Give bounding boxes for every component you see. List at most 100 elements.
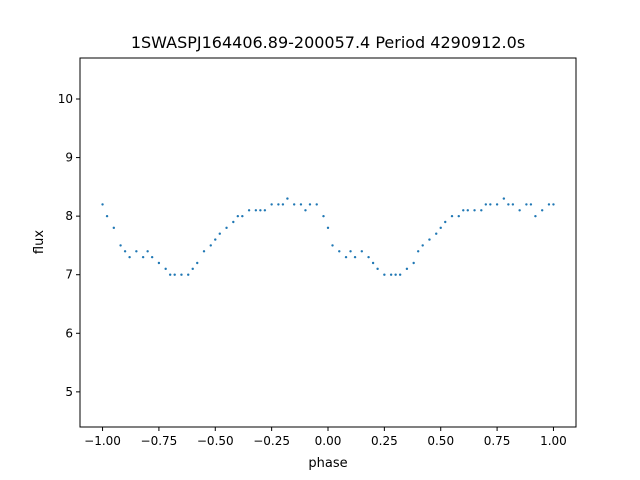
data-point <box>416 250 420 253</box>
data-point <box>259 209 262 212</box>
x-tick-label: −1.00 <box>84 434 121 448</box>
data-point <box>105 214 109 218</box>
data-point <box>263 209 267 212</box>
y-tick-label: 5 <box>65 385 73 399</box>
data-point <box>428 238 431 241</box>
x-axis-label: phase <box>308 456 347 471</box>
data-point <box>292 203 296 206</box>
data-point <box>338 250 341 253</box>
x-tick-label: 0.00 <box>315 434 342 448</box>
data-point <box>304 209 307 212</box>
data-point <box>315 203 318 206</box>
data-point <box>484 203 488 206</box>
data-point <box>462 209 465 212</box>
data-point <box>376 267 379 271</box>
y-tick-label: 9 <box>65 151 73 165</box>
data-point <box>389 273 393 276</box>
y-tick-label: 6 <box>65 326 73 340</box>
data-point <box>236 214 240 218</box>
data-point <box>128 255 131 259</box>
data-point <box>187 273 190 276</box>
data-point <box>180 273 183 276</box>
data-point <box>394 273 397 276</box>
data-point <box>547 203 551 206</box>
data-point <box>101 203 104 206</box>
data-point <box>466 209 469 212</box>
data-point <box>383 273 386 276</box>
data-point <box>444 220 447 224</box>
x-tick-label: 0.75 <box>484 434 511 448</box>
data-point <box>168 273 172 276</box>
data-point <box>254 209 258 212</box>
data-point <box>322 214 325 218</box>
data-point <box>480 209 483 212</box>
data-point <box>412 261 415 265</box>
x-tick-label: −0.50 <box>197 434 234 448</box>
scatter-points <box>101 197 555 276</box>
data-point <box>398 273 402 276</box>
data-point <box>277 203 280 206</box>
x-tick-label: 1.00 <box>540 434 567 448</box>
data-point <box>439 226 442 230</box>
data-point <box>371 261 375 265</box>
data-point <box>173 273 176 276</box>
data-point <box>344 255 348 259</box>
data-point <box>507 203 510 206</box>
data-point <box>150 255 154 259</box>
data-point <box>529 203 533 206</box>
y-tick-label: 8 <box>65 209 73 223</box>
data-point <box>534 214 537 218</box>
data-point <box>353 255 357 259</box>
data-point <box>119 244 122 247</box>
x-tick-label: −0.25 <box>253 434 290 448</box>
data-point <box>135 250 138 253</box>
data-point <box>360 250 364 253</box>
y-tick-label: 10 <box>58 92 73 106</box>
data-point <box>225 226 228 230</box>
data-point <box>435 232 438 235</box>
data-point <box>552 203 555 206</box>
data-point <box>495 203 499 206</box>
plot-frame <box>79 57 577 428</box>
data-point <box>518 209 521 212</box>
data-point <box>421 244 424 247</box>
data-point <box>405 267 409 271</box>
y-tick-label: 7 <box>65 268 73 282</box>
data-point <box>331 244 334 247</box>
data-point <box>502 197 506 200</box>
data-point <box>367 255 370 259</box>
data-point <box>308 203 312 206</box>
x-axis-ticks: −1.00 −0.75 −0.50 −0.25 0.00 0.25 0.50 0.75 1.00 <box>84 427 567 448</box>
data-point <box>123 250 127 253</box>
data-point <box>299 203 303 206</box>
data-point <box>525 203 528 206</box>
x-tick-label: 0.25 <box>371 434 398 448</box>
data-point <box>196 261 199 265</box>
x-tick-label: 0.50 <box>427 434 454 448</box>
data-point <box>473 209 476 212</box>
data-point <box>540 209 544 212</box>
data-point <box>112 226 116 230</box>
data-point <box>349 250 352 253</box>
data-point <box>241 214 244 218</box>
data-point <box>232 220 235 224</box>
y-axis-label: flux <box>32 230 47 254</box>
data-point <box>141 255 145 259</box>
data-point <box>164 267 167 271</box>
chart-title: 1SWASPJ164406.89-200057.4 Period 4290912… <box>131 33 525 52</box>
data-point <box>450 214 454 218</box>
data-point <box>191 267 194 271</box>
data-point <box>247 209 251 212</box>
data-point <box>281 203 285 206</box>
data-point <box>270 203 273 206</box>
data-point <box>457 214 460 218</box>
data-point <box>218 232 221 235</box>
data-point <box>511 203 515 206</box>
data-point <box>286 197 289 200</box>
data-point <box>209 244 212 247</box>
data-point <box>214 238 217 241</box>
data-point <box>146 250 149 253</box>
data-point <box>202 250 206 253</box>
x-tick-label: −0.75 <box>141 434 178 448</box>
